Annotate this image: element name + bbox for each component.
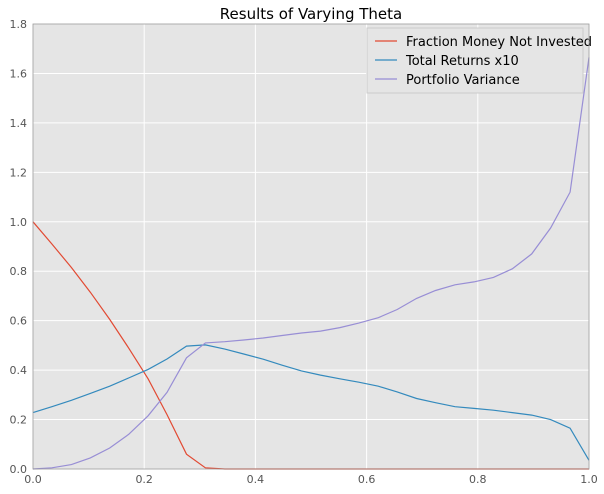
x-tick-label: 1.0 — [580, 473, 598, 486]
y-tick-label: 0.4 — [10, 364, 28, 377]
y-tick-label: 1.0 — [10, 216, 28, 229]
y-tick-label: 1.8 — [10, 18, 28, 31]
legend-label: Total Returns x10 — [405, 54, 519, 69]
plot-border — [32, 23, 590, 470]
chart-title: Results of Varying Theta — [220, 5, 402, 23]
y-tick-label: 0.8 — [10, 265, 28, 278]
x-tick-label: 0.8 — [469, 473, 487, 486]
x-tick-label: 0.4 — [247, 473, 265, 486]
x-tick-label: 0.6 — [358, 473, 376, 486]
series-line-2 — [32, 344, 590, 461]
x-tick-label: 0.2 — [135, 473, 153, 486]
x-tick-label: 0.0 — [24, 473, 42, 486]
axis-ticks: 0.0 0.2 0.4 0.6 0.8 1.0 0.0 0.2 0.4 0.6 0.8 1.0 1.2 1… — [10, 18, 598, 486]
y-tick-label: 0.2 — [10, 414, 28, 427]
series-line-3 — [32, 57, 590, 470]
y-tick-label: 1.6 — [10, 67, 28, 80]
plot-background — [33, 24, 589, 469]
legend-box — [366, 27, 584, 94]
grid-lines — [32, 23, 590, 470]
y-tick-label: 0.0 — [10, 463, 28, 476]
legend-label: Portfolio Variance — [406, 73, 520, 88]
y-tick-label: 0.6 — [10, 315, 28, 328]
legend: Fraction Money Not Invested Total Returns… — [366, 27, 592, 94]
y-tick-label: 1.2 — [10, 166, 28, 179]
y-tick-label: 1.4 — [10, 117, 28, 130]
legend-label: Fraction Money Not Invested — [406, 35, 592, 50]
